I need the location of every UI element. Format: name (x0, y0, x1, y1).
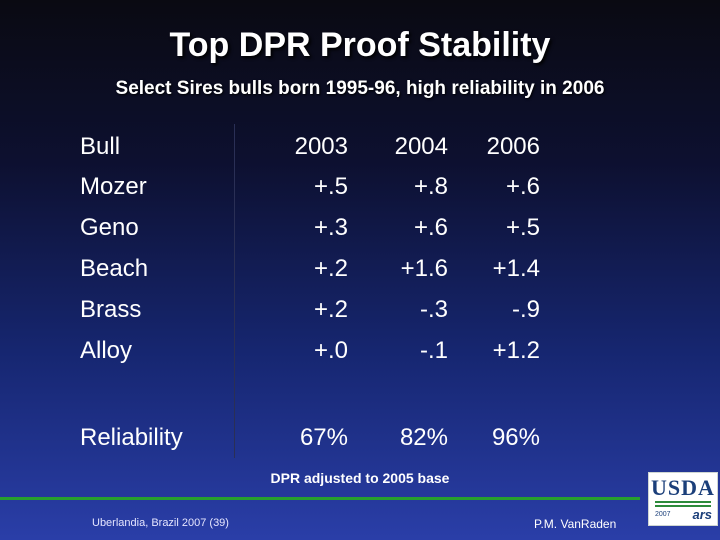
reliability-2006: 96% (491, 424, 540, 451)
footer-author: P.M. VanRaden (534, 517, 617, 531)
logo-year: 2007 (655, 511, 671, 518)
reliability-2003: 67% (299, 424, 348, 451)
reliability-label: Reliability (80, 424, 183, 451)
column-header-2003: 2003 (294, 133, 348, 160)
table-cell-2003: +.0 (313, 337, 348, 364)
table-cell-2004: +1.6 (400, 255, 448, 282)
table-cell-2006: +.5 (505, 214, 540, 241)
usda-logo-text: USDA (651, 475, 715, 500)
footer-location: Uberlandia, Brazil 2007 (39) (92, 517, 229, 529)
slide-subtitle: Select Sires bulls born 1995-96, high re… (115, 78, 605, 99)
table-row-bull: Mozer (80, 173, 147, 200)
table-cell-2006: -.9 (511, 296, 540, 323)
column-divider (234, 124, 235, 458)
footnote: DPR adjusted to 2005 base (270, 470, 450, 486)
column-header-2004: 2004 (394, 133, 448, 160)
reliability-2004: 82% (399, 424, 448, 451)
table-cell-2006: +1.4 (492, 255, 540, 282)
table-cell-2006: +.6 (505, 173, 540, 200)
column-header-bull: Bull (80, 133, 121, 160)
table-cell-2004: +.8 (413, 173, 448, 200)
table-cell-2003: +.3 (313, 214, 348, 241)
table-cell-2006: +1.2 (492, 337, 540, 364)
table-cell-2004: -.1 (419, 337, 448, 364)
logo-stripe (655, 501, 711, 503)
column-header-2006: 2006 (486, 133, 540, 160)
usda-logo: USDA 2007 ars (648, 472, 718, 526)
table-cell-2003: +.2 (313, 255, 348, 282)
table-cell-2003: +.5 (313, 173, 348, 200)
footer-divider (0, 497, 640, 500)
table-row-bull: Brass (80, 296, 142, 323)
logo-stripe (655, 505, 711, 507)
table-row-bull: Alloy (80, 337, 133, 364)
table-cell-2004: +.6 (413, 214, 448, 241)
table-cell-2003: +.2 (313, 296, 348, 323)
table-row-bull: Beach (80, 255, 149, 282)
ars-logo-text: ars (692, 507, 712, 522)
table-cell-2004: -.3 (419, 296, 448, 323)
table-row-bull: Geno (80, 214, 139, 241)
slide-title: Top DPR Proof Stability (169, 26, 551, 64)
